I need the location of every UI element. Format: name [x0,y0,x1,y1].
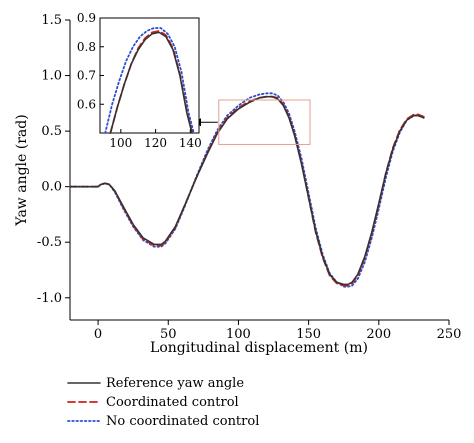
inset-y-tick-label: 0.9 [77,11,96,25]
main-series-group [69,92,425,288]
x-axis-title: Longitudinal displacement (m) [150,340,368,356]
legend: Reference yaw angle Coordinated control No… [67,376,259,429]
x-tick-label: 150 [296,327,321,342]
y-axis-title: Yaw angle (rad) [14,114,30,226]
y-tick-label: 0.0 [41,180,62,195]
inset-x-ticks: 100 120 140 [109,129,202,150]
x-tick-label: 0 [94,327,102,342]
y-tick-label: 0.5 [41,124,62,139]
x-tick-label: 100 [226,327,251,342]
inset-x-tick-label: 120 [144,136,167,150]
x-ticks: 0 50 100 150 200 250 [94,320,461,342]
inset-y-tick-label: 0.8 [77,40,96,54]
x-tick-label: 250 [437,327,462,342]
legend-label: Coordinated control [106,395,239,410]
inset-x-tick-label: 100 [109,136,132,150]
legend-label: Reference yaw angle [106,376,244,391]
main-axes [69,20,449,321]
inset-series-group [104,27,195,134]
legend-label: No coordinated control [106,414,259,429]
zoom-region-box [218,99,311,145]
inset-series-line-reference-yaw-angle [109,31,193,134]
inset-y-ticks: 0.6 0.7 0.8 0.9 [77,11,104,111]
y-tick-label: -1.0 [37,291,62,306]
series-line-reference-yaw-angle [69,95,425,286]
inset-x-tick-label: 140 [179,136,202,150]
y-tick-label: 1.0 [41,69,62,84]
y-ticks: -1.0 -0.5 0.0 0.5 1.0 1.5 [37,13,70,306]
inset-y-tick-label: 0.7 [77,69,96,83]
y-tick-label: 1.5 [41,13,62,28]
inset-y-tick-label: 0.6 [77,97,96,111]
x-tick-label: 50 [160,327,177,342]
y-tick-label: -0.5 [37,235,62,250]
x-tick-label: 200 [366,327,391,342]
inset-series-line-no-coordinated-control [104,27,195,134]
